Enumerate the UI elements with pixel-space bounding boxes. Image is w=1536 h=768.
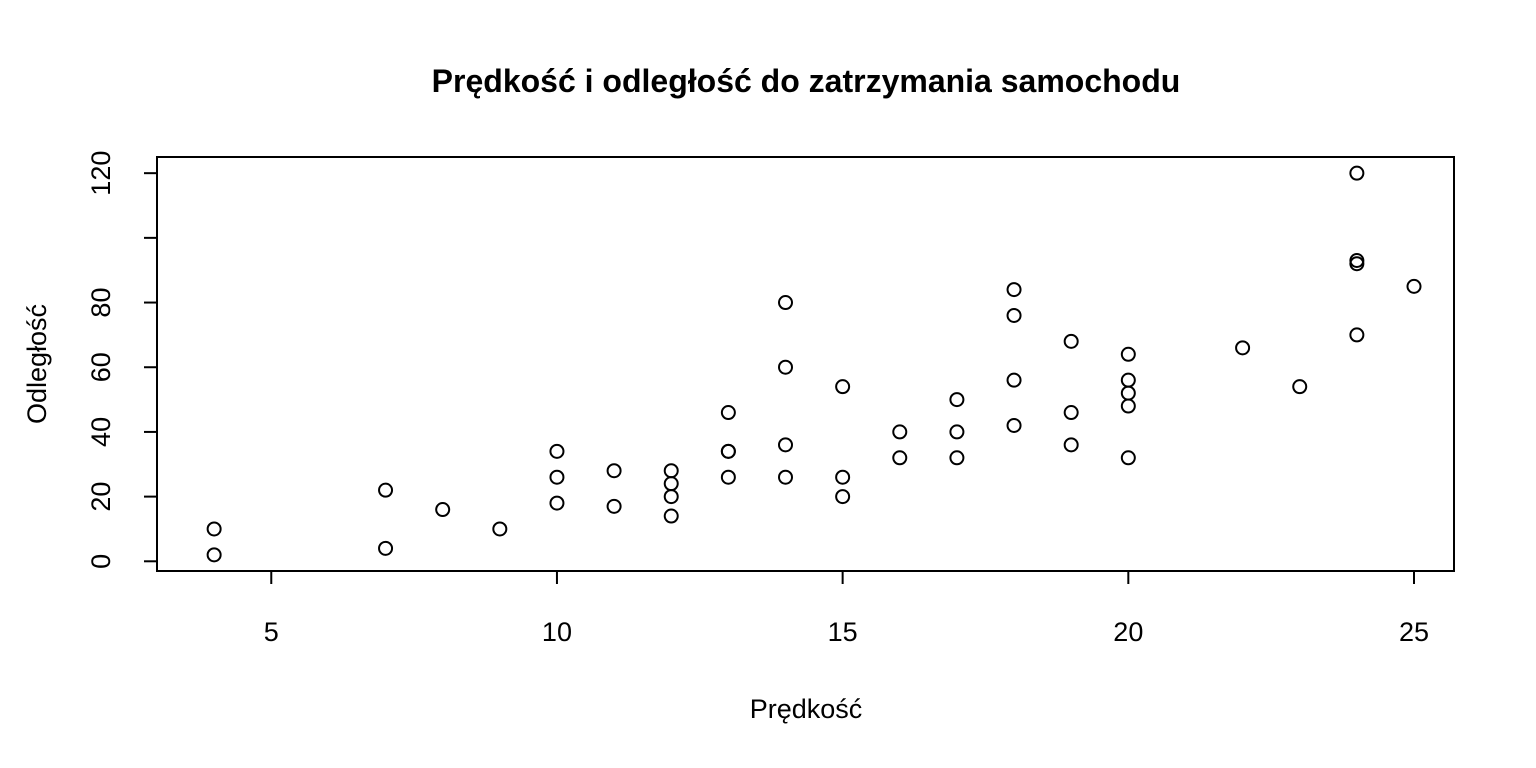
data-point — [663, 508, 679, 524]
data-point — [1063, 437, 1079, 453]
x-tick-label: 10 — [542, 617, 572, 647]
y-tick-label: 80 — [86, 288, 116, 318]
data-point — [835, 489, 851, 505]
data-point — [1120, 450, 1136, 466]
data-point — [549, 495, 565, 511]
data-point — [663, 489, 679, 505]
data-point — [1349, 253, 1365, 268]
data-point — [435, 502, 451, 518]
data-point — [606, 498, 622, 514]
data-point — [1235, 340, 1251, 356]
data-point — [549, 443, 565, 459]
x-tick-label: 25 — [1399, 617, 1429, 647]
chart-title: Prędkość i odległość do zatrzymania samo… — [432, 63, 1181, 99]
data-point — [206, 547, 222, 563]
data-point — [778, 469, 794, 485]
data-point — [778, 359, 794, 375]
data-point — [720, 443, 736, 459]
y-axis-label: Odległość — [22, 304, 52, 424]
data-point — [778, 437, 794, 453]
data-point — [1292, 379, 1308, 395]
data-point — [1120, 372, 1136, 388]
data-point — [492, 521, 508, 537]
data-point — [1406, 278, 1422, 294]
data-point — [549, 469, 565, 485]
y-tick-label: 0 — [86, 554, 116, 569]
data-point — [1063, 405, 1079, 421]
data-point — [778, 295, 794, 311]
data-point — [1349, 165, 1365, 181]
data-point — [949, 392, 965, 408]
y-tick-label: 20 — [86, 482, 116, 512]
y-tick-label: 120 — [86, 151, 116, 196]
data-point — [720, 405, 736, 421]
x-tick-label: 15 — [828, 617, 858, 647]
data-point — [1120, 398, 1136, 414]
x-tick-label: 20 — [1113, 617, 1143, 647]
data-point — [1063, 333, 1079, 349]
data-point — [1120, 346, 1136, 362]
x-axis: 5 10 15 20 25 — [264, 571, 1429, 647]
y-tick-label: 40 — [86, 417, 116, 447]
data-point — [835, 469, 851, 485]
data-point — [1006, 282, 1022, 298]
x-tick-label: 5 — [264, 617, 279, 647]
data-point — [378, 482, 394, 498]
data-point — [949, 424, 965, 440]
data-point — [663, 476, 679, 492]
data-point — [663, 463, 679, 479]
data-point — [1006, 417, 1022, 433]
data-point — [1006, 372, 1022, 388]
data-point — [1349, 327, 1365, 343]
y-axis: 0 20 40 60 80 120 — [86, 151, 157, 569]
x-axis-label: Prędkość — [750, 694, 863, 724]
data-point — [949, 450, 965, 466]
y-tick-label: 60 — [86, 352, 116, 382]
plot-frame — [156, 156, 1455, 572]
data-point — [1006, 307, 1022, 323]
data-point — [378, 540, 394, 556]
data-point — [720, 469, 736, 485]
data-point — [835, 379, 851, 395]
data-point — [1120, 385, 1136, 401]
data-point — [206, 521, 222, 537]
data-point — [606, 463, 622, 479]
data-point — [892, 450, 908, 466]
data-points — [206, 165, 1422, 563]
data-point — [892, 424, 908, 440]
